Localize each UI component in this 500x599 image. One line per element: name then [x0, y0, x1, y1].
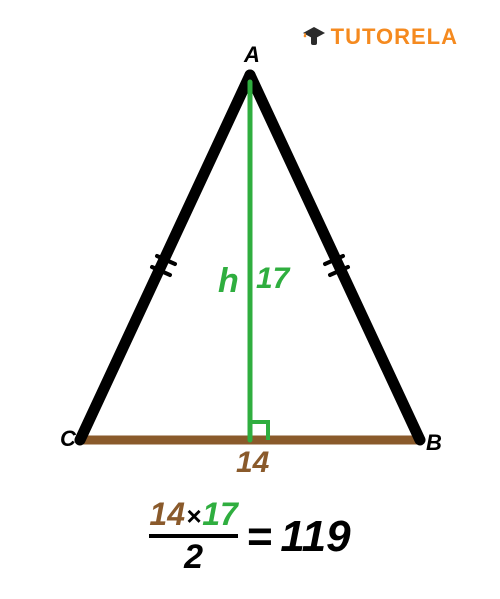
numerator-height: 17: [202, 496, 238, 532]
vertex-label-A: A: [244, 42, 260, 68]
times-symbol: ×: [185, 501, 202, 531]
equals-sign: =: [242, 515, 276, 559]
altitude-value: 17: [256, 262, 289, 296]
result: 119: [280, 515, 350, 559]
vertex-label-B: B: [426, 430, 442, 456]
numerator-base: 14: [149, 496, 185, 532]
vertex-label-C: C: [60, 426, 76, 452]
base-value: 14: [236, 446, 269, 480]
fraction-bar: [149, 534, 237, 538]
altitude-label-h: h: [218, 262, 239, 301]
denominator: 2: [149, 540, 237, 576]
fraction: 14×17 2: [149, 498, 237, 575]
area-formula: 14×17 2 = 119: [0, 498, 500, 575]
